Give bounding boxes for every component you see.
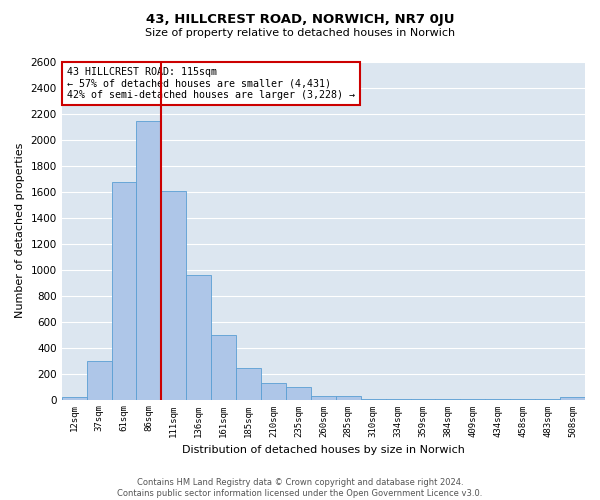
Bar [410, 399, 436, 400]
Bar [211, 334, 236, 400]
Bar [510, 399, 535, 400]
Bar [485, 399, 510, 400]
Text: Size of property relative to detached houses in Norwich: Size of property relative to detached ho… [145, 28, 455, 38]
Bar [286, 387, 311, 400]
Bar [62, 397, 86, 400]
Bar [336, 396, 361, 400]
Bar [386, 399, 410, 400]
Bar [86, 361, 112, 400]
Bar [311, 396, 336, 400]
Bar [161, 191, 186, 400]
Text: 43 HILLCREST ROAD: 115sqm
← 57% of detached houses are smaller (4,431)
42% of se: 43 HILLCREST ROAD: 115sqm ← 57% of detac… [67, 66, 355, 100]
Bar [460, 399, 485, 400]
Bar [436, 399, 460, 400]
Y-axis label: Number of detached properties: Number of detached properties [15, 143, 25, 318]
Bar [535, 399, 560, 400]
Bar [236, 368, 261, 400]
Bar [186, 274, 211, 400]
X-axis label: Distribution of detached houses by size in Norwich: Distribution of detached houses by size … [182, 445, 465, 455]
Bar [361, 399, 386, 400]
Bar [560, 397, 585, 400]
Bar [136, 122, 161, 400]
Text: 43, HILLCREST ROAD, NORWICH, NR7 0JU: 43, HILLCREST ROAD, NORWICH, NR7 0JU [146, 12, 454, 26]
Bar [261, 382, 286, 400]
Text: Contains HM Land Registry data © Crown copyright and database right 2024.
Contai: Contains HM Land Registry data © Crown c… [118, 478, 482, 498]
Bar [112, 182, 136, 400]
